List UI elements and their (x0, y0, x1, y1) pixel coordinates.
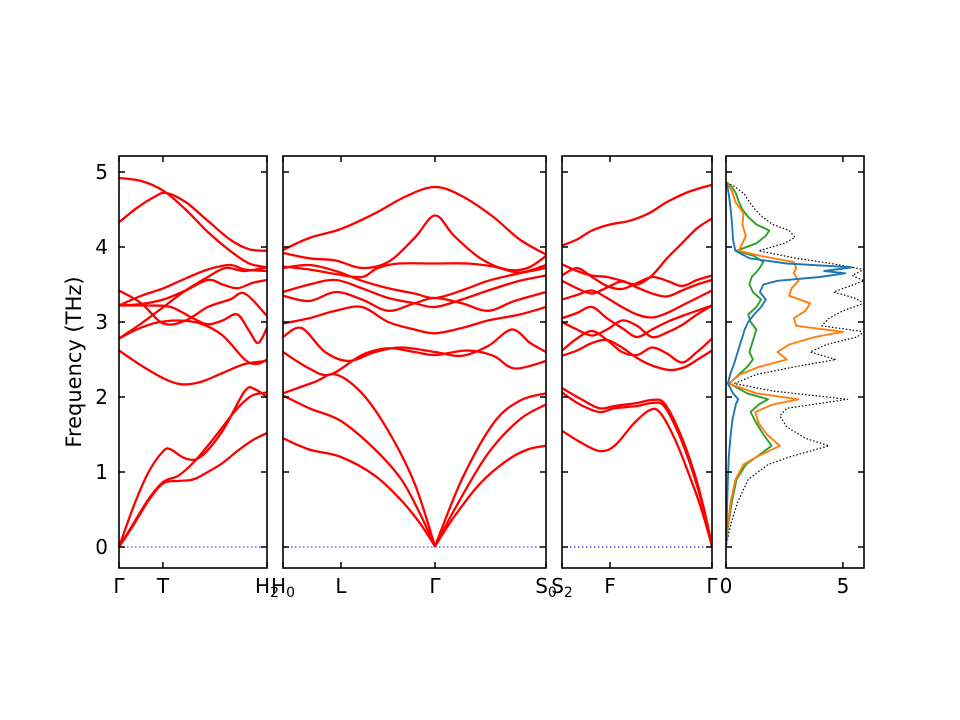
phonon-band-line (562, 329, 712, 364)
phonon-band-line (283, 274, 546, 309)
x-tick-label: Γ (113, 574, 125, 598)
phonon-band-line (119, 319, 267, 366)
phonon-band-line (283, 437, 546, 548)
phonon-band-line (562, 304, 712, 339)
phonon-band-line (283, 263, 546, 300)
band-panel-S2-F-gamma (562, 183, 712, 548)
y-tick-label: 0 (95, 535, 108, 559)
phonon-band-line (283, 185, 546, 256)
x-tick-label: 5 (837, 574, 850, 598)
band-panel-H0-L-gamma-S0-frame: H0 L Γ S0 (271, 155, 557, 601)
phonon-band-line (283, 326, 546, 363)
phonon-band-line (283, 373, 546, 548)
y-tick-label: 4 (95, 235, 108, 259)
x-tick-label: T (156, 574, 170, 598)
y-tick-label: 2 (95, 385, 108, 409)
phonon-band-line (562, 278, 712, 298)
phonon-band-line (119, 263, 267, 307)
phonon-band-line (562, 266, 712, 291)
phonon-band-line (119, 391, 267, 549)
phonon-band-line (562, 407, 712, 548)
phonon-band-line (562, 183, 712, 247)
phonon-band-line (283, 347, 546, 377)
phonon-band-line (562, 338, 712, 372)
phonon-band-line (283, 305, 546, 335)
x-tick-label: Γ (706, 574, 718, 598)
y-tick-label: 1 (95, 460, 108, 484)
x-tick-label: S2 (551, 574, 573, 601)
phonon-band-line (283, 290, 546, 312)
band-panel-H0-L-gamma-S0 (283, 185, 546, 548)
band-panel-gamma-T-H2 (119, 176, 267, 549)
dos-series-pdos-green (726, 181, 773, 548)
dos-series-pdos-orange (726, 181, 844, 548)
phonon-band-line (562, 304, 712, 339)
phonon-band-line (119, 278, 267, 307)
phonon-band-line (283, 394, 546, 548)
x-tick-label: S0 (535, 574, 557, 601)
phonon-band-line (562, 391, 712, 548)
y-tick-label: 5 (95, 160, 108, 184)
band-panel-S2-F-gamma-frame: S2 F Γ (551, 155, 718, 601)
phonon-band-line (119, 266, 267, 340)
x-tick-label: 0 (720, 574, 733, 598)
y-axis-title: Frequency (THz) (62, 276, 86, 448)
phonon-band-line (562, 289, 712, 319)
phonon-band-line (119, 304, 267, 345)
phonon-band-line (119, 191, 267, 252)
phonon-band-line (119, 349, 267, 386)
phonon-band-line (562, 386, 712, 548)
x-tick-label: F (604, 574, 616, 598)
x-tick-label: H2 (255, 574, 279, 601)
x-tick-label: L (335, 574, 347, 598)
phonon-band-line (562, 217, 712, 286)
phonon-band-line (283, 214, 546, 272)
phonon-band-line (119, 176, 267, 269)
dos-series-pdos-blue (726, 181, 854, 548)
x-tick-label: Γ (429, 574, 441, 598)
dos-panel (726, 181, 864, 548)
dos-series-total-dos (726, 181, 864, 548)
x-tick-label: H0 (271, 574, 295, 601)
phonon-band-line (119, 386, 267, 549)
y-tick-label: 3 (95, 310, 108, 334)
band-panel-gamma-T-H2-frame: 0 1 2 3 4 5 Γ T H2 (95, 155, 279, 601)
